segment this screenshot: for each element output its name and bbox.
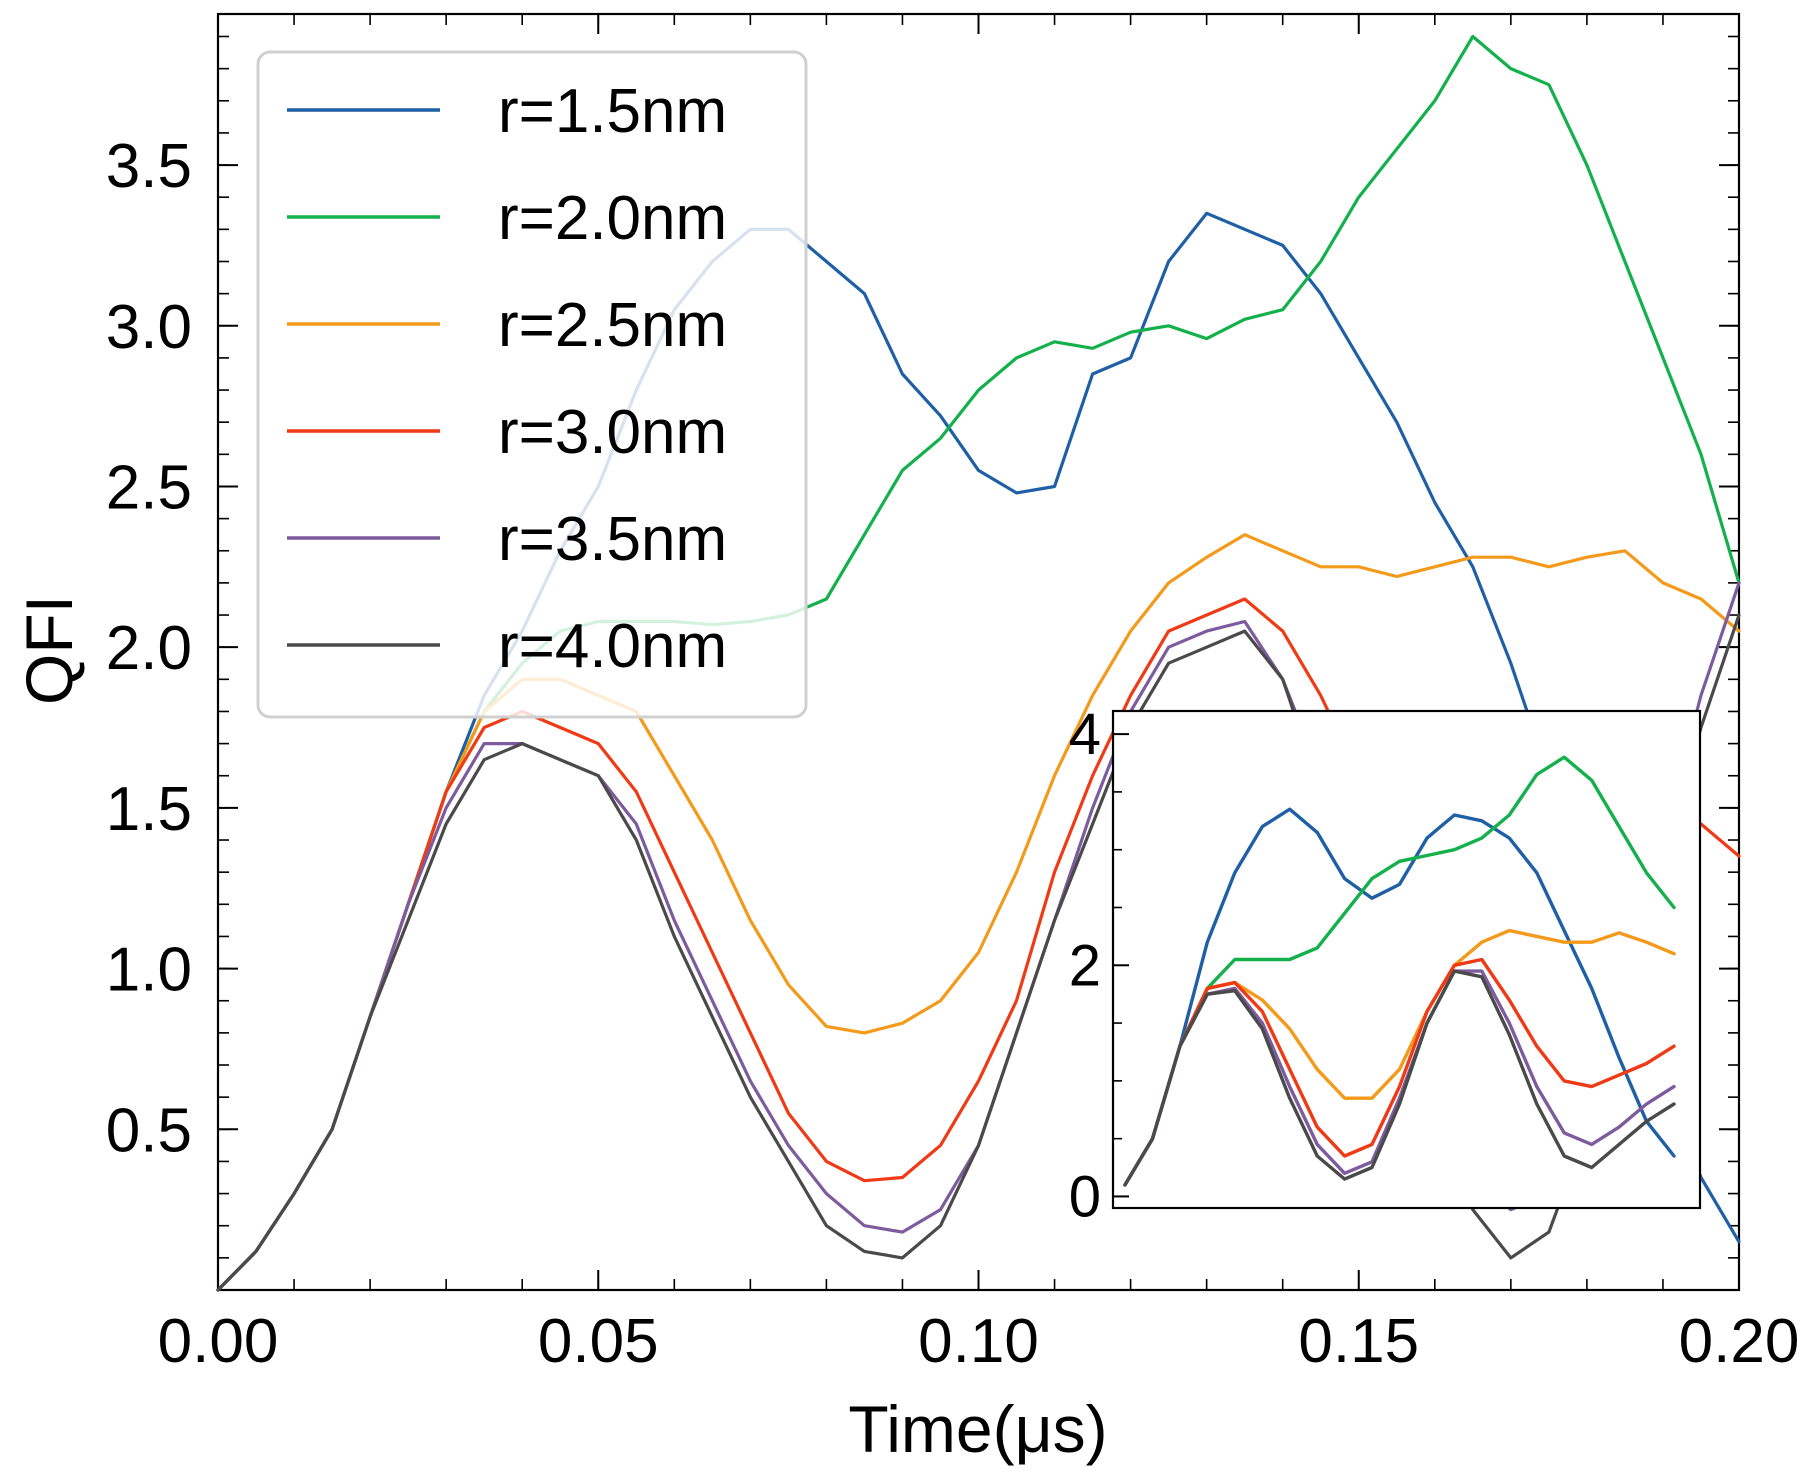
- y-axis-label: QFI: [12, 595, 86, 705]
- y-tick-label: 0.5: [106, 1096, 192, 1165]
- axis-ticks: [217, 14, 1740, 1290]
- x-tick-label: 0.20: [1679, 1307, 1800, 1376]
- series-line-r=2.5nm: [216, 533, 1741, 1292]
- legend: r=1.5nm r=2.0nm r=2.5nm r=3.0nm r=3.5nm r=4.0…: [256, 50, 808, 719]
- y-tick-label: 3.0: [106, 293, 192, 362]
- x-tick-labels: 0.00 0.05 0.10 0.15 0.20: [158, 1307, 1800, 1376]
- x-tick-label: 0.05: [538, 1307, 659, 1376]
- legend-items: r=1.5nm r=2.0nm r=2.5nm r=3.0nm r=3.5nm r=4.0…: [287, 77, 727, 681]
- y-tick-label: 1.5: [106, 775, 192, 844]
- legend-label: r=2.0nm: [498, 184, 727, 253]
- x-tick-label: 0.10: [918, 1307, 1039, 1376]
- y-tick-label: 1.0: [106, 936, 192, 1005]
- inset-series-line-r=3.0nm: [1123, 957, 1676, 1187]
- legend-label: r=3.0nm: [498, 398, 727, 467]
- inset-y-tick-label: 0: [1069, 1164, 1101, 1229]
- y-tick-labels: 0.5 1.0 1.5 2.0 2.5 3.0 3.5: [106, 132, 192, 1165]
- y-tick-label: 2.0: [106, 614, 192, 683]
- inset-chart: 0 2 4: [1069, 702, 1702, 1229]
- inset-axis-ticks: [1113, 733, 1129, 1198]
- inset-series-line-r=4.0nm: [1123, 969, 1676, 1187]
- inset-series-lines: [1123, 755, 1676, 1187]
- y-tick-label: 3.5: [106, 132, 192, 201]
- legend-label: r=1.5nm: [498, 77, 727, 146]
- series-line-r=1.5nm: [216, 211, 1741, 1292]
- x-axis-label: Time(μs): [848, 1392, 1107, 1466]
- inset-series-line-r=1.5nm: [1123, 807, 1676, 1187]
- x-tick-label: 0.00: [158, 1307, 279, 1376]
- y-tick-label: 2.5: [106, 453, 192, 522]
- legend-label: r=3.5nm: [498, 505, 727, 574]
- inset-y-tick-label: 4: [1069, 702, 1101, 767]
- inset-series-line-r=2.0nm: [1123, 755, 1676, 1187]
- legend-label: r=4.0nm: [498, 612, 727, 681]
- series-line-r=4.0nm: [216, 613, 1741, 1292]
- inset-y-tick-labels: 0 2 4: [1069, 702, 1101, 1229]
- x-tick-label: 0.15: [1298, 1307, 1419, 1376]
- inset-frame: [1111, 709, 1702, 1210]
- legend-label: r=2.5nm: [498, 291, 727, 360]
- inset-y-tick-label: 2: [1069, 933, 1101, 998]
